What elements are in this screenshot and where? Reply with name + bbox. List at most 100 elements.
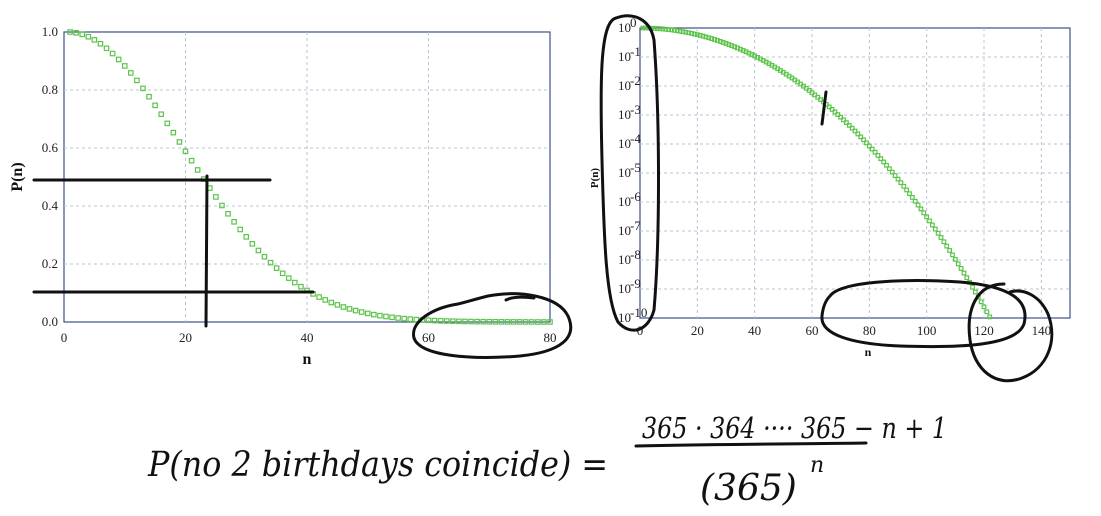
- log-data-point: [729, 43, 735, 49]
- linear-x-axis-label: n: [303, 351, 312, 368]
- log-x-ticks: 0 20 40 60 80 100 120 140: [637, 323, 1051, 338]
- linear-data-point: [91, 37, 98, 43]
- log-data-point: [643, 25, 649, 31]
- log-data-point: [726, 42, 732, 47]
- log-gridlines: [640, 28, 1070, 318]
- linear-data-point: [128, 70, 134, 76]
- linear-data-point: [164, 120, 171, 127]
- log-y-tick-exponent: -7: [630, 218, 641, 233]
- linear-y-tick-label: 0.0: [42, 314, 58, 329]
- linear-data-point: [158, 111, 165, 118]
- log-data-point: [720, 39, 726, 45]
- linear-data-point: [243, 234, 250, 240]
- linear-data-point: [547, 319, 553, 325]
- log-data-point: [689, 30, 694, 36]
- log-x-tick-label: 140: [1032, 323, 1052, 338]
- linear-data-point: [109, 50, 116, 57]
- log-data-point: [855, 131, 861, 137]
- log-x-tick-label: 100: [917, 323, 937, 338]
- log-y-tick-exponent: -6: [630, 189, 641, 204]
- log-data-point: [864, 140, 869, 146]
- linear-data-point: [377, 312, 383, 319]
- log-data-point: [683, 29, 689, 35]
- linear-series: [67, 29, 553, 325]
- log-data-point: [955, 261, 961, 267]
- log-data-point: [697, 32, 703, 38]
- log-series: [640, 25, 993, 320]
- linear-data-point: [219, 202, 225, 209]
- log-data-point: [732, 44, 737, 50]
- log-data-point: [881, 159, 887, 165]
- log-y-tick-exponent: -3: [630, 102, 641, 117]
- log-y-tick-label: 10: [618, 281, 631, 296]
- log-y-tick-exponent: -9: [630, 276, 641, 291]
- linear-data-point: [516, 319, 523, 325]
- linear-y-tick-label: 0.2: [42, 256, 58, 271]
- linear-data-point: [474, 318, 480, 325]
- linear-data-point: [231, 218, 237, 225]
- log-data-point: [709, 36, 715, 41]
- linear-data-point: [267, 259, 274, 266]
- log-y-tick-label: 10: [618, 223, 631, 238]
- linear-data-point: [279, 270, 286, 277]
- log-data-point: [671, 27, 677, 33]
- log-data-point: [654, 26, 660, 31]
- linear-data-point: [249, 241, 256, 247]
- log-data-point: [889, 169, 895, 175]
- linear-data-point: [261, 253, 268, 260]
- birthday-formula: P(no 2 birthdays coincide) = 365 · 364 ·…: [147, 411, 947, 509]
- formula-exponent: n: [810, 453, 824, 478]
- linear-data-point: [535, 319, 541, 325]
- linear-y-axis-label: P(n): [9, 162, 26, 191]
- log-data-point: [938, 235, 944, 240]
- log-data-point: [952, 256, 958, 262]
- log-data-point: [909, 195, 915, 200]
- linear-data-point: [97, 40, 104, 47]
- log-data-point: [861, 137, 866, 143]
- log-x-tick-label: 60: [806, 323, 819, 338]
- linear-chart: 0 20 40 60 80 0.0 0.2 0.4 0.6 0.8 1.0 n P(n): [9, 24, 557, 368]
- log-y-tick-exponent: -4: [630, 131, 641, 146]
- log-x-tick-label: 0: [637, 323, 644, 338]
- log-data-point: [898, 180, 904, 186]
- log-data-point: [692, 31, 697, 37]
- linear-x-tick-label: 40: [301, 330, 314, 345]
- log-y-tick-exponent: 0: [630, 15, 637, 30]
- log-x-tick-label: 120: [974, 323, 994, 338]
- log-data-point: [866, 143, 872, 149]
- tail-circle-left: [412, 292, 573, 359]
- linear-data-point: [468, 318, 474, 325]
- log-y-tick-label: 10: [618, 165, 631, 180]
- log-y-tick-label: 10: [618, 136, 631, 151]
- linear-data-point: [425, 317, 432, 324]
- linear-data-point: [383, 313, 389, 320]
- log-data-point: [872, 149, 878, 155]
- linear-data-point: [431, 317, 438, 324]
- log-x-tick-label: 80: [863, 323, 876, 338]
- log-data-point: [878, 156, 884, 162]
- log-data-point: [978, 299, 984, 305]
- log-tail-circle: [820, 279, 1027, 349]
- log-data-point: [984, 309, 990, 315]
- log-data-point: [843, 120, 849, 125]
- linear-data-point: [340, 304, 347, 310]
- log-data-point: [895, 176, 901, 182]
- linear-x-tick-label: 80: [544, 330, 557, 345]
- linear-y-tick-label: 1.0: [42, 24, 58, 39]
- linear-data-point: [225, 210, 231, 217]
- log-data-point: [921, 210, 927, 216]
- linear-x-tick-label: 20: [179, 330, 192, 345]
- x120-circle: [967, 282, 1054, 383]
- log-data-point: [964, 275, 970, 281]
- linear-data-point: [352, 307, 359, 314]
- log-y-tick-exponent: -2: [630, 73, 641, 88]
- log-data-point: [941, 239, 947, 245]
- log-data-point: [712, 37, 717, 42]
- log-data-point: [981, 304, 987, 310]
- log-data-point: [924, 214, 930, 220]
- log-data-point: [723, 41, 729, 46]
- log-data-point: [677, 28, 683, 34]
- log-data-point: [660, 26, 666, 32]
